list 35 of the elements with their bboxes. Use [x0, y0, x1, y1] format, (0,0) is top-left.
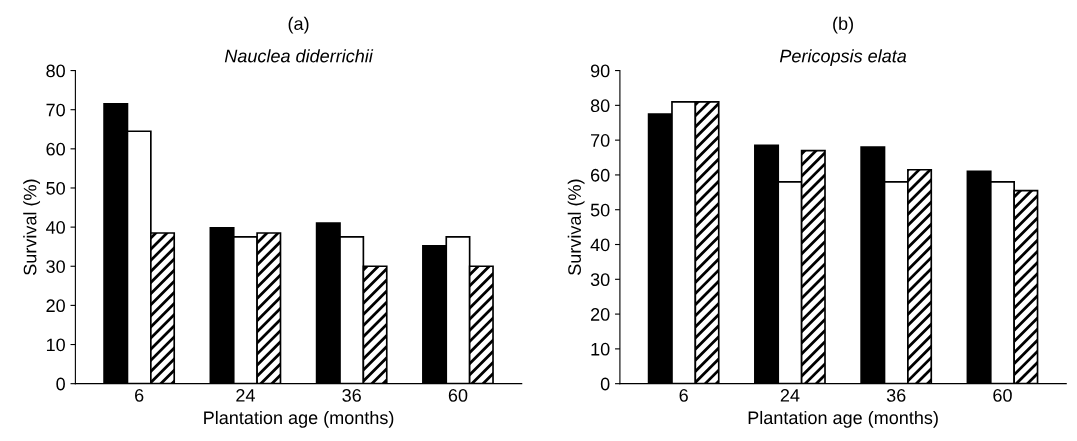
x-axis-title: Plantation age (months): [204, 410, 394, 428]
x-tick-label: 6: [135, 389, 144, 402]
x-axis-title: Plantation age (months): [748, 410, 938, 428]
y-tick-label: 50: [590, 203, 610, 217]
y-tick-label: 10: [591, 342, 610, 356]
chart-subtitle: Pericopsis elata: [779, 49, 907, 66]
chart-subtitle: Nauclea diderrichii: [224, 49, 374, 63]
x-tick-label: 24: [780, 389, 800, 402]
y-tick-label: 60: [46, 142, 65, 156]
y-tick-label: 30: [590, 273, 610, 287]
y-tick-label: 90: [590, 64, 610, 78]
y-tick-label: 20: [591, 308, 610, 321]
y-tick-label: 70: [591, 134, 610, 147]
y-axis-title: Survival (%): [567, 179, 585, 275]
y-tick-label: 0: [600, 377, 610, 391]
chart-title: (b): [833, 16, 853, 34]
x-tick-label: 6: [679, 389, 688, 402]
x-tick-label: 24: [236, 389, 255, 402]
y-tick-label: 50: [46, 181, 65, 195]
y-tick-label: 80: [590, 99, 610, 113]
y-tick-label: 0: [56, 377, 65, 391]
x-tick-label: 60: [993, 389, 1012, 402]
x-tick-label: 36: [886, 389, 906, 402]
y-tick-label: 70: [46, 103, 65, 117]
y-tick-label: 10: [46, 338, 65, 352]
y-tick-label: 20: [46, 299, 65, 313]
x-tick-label: 60: [448, 389, 468, 402]
y-tick-label: 80: [46, 64, 65, 78]
y-tick-label: 40: [590, 238, 610, 252]
y-tick-label: 60: [591, 168, 610, 182]
y-tick-label: 30: [46, 260, 65, 273]
y-axis-title: Survival (%): [23, 179, 41, 275]
chart-title: (a): [288, 16, 309, 34]
x-tick-label: 36: [342, 389, 361, 402]
y-tick-label: 40: [46, 221, 65, 234]
